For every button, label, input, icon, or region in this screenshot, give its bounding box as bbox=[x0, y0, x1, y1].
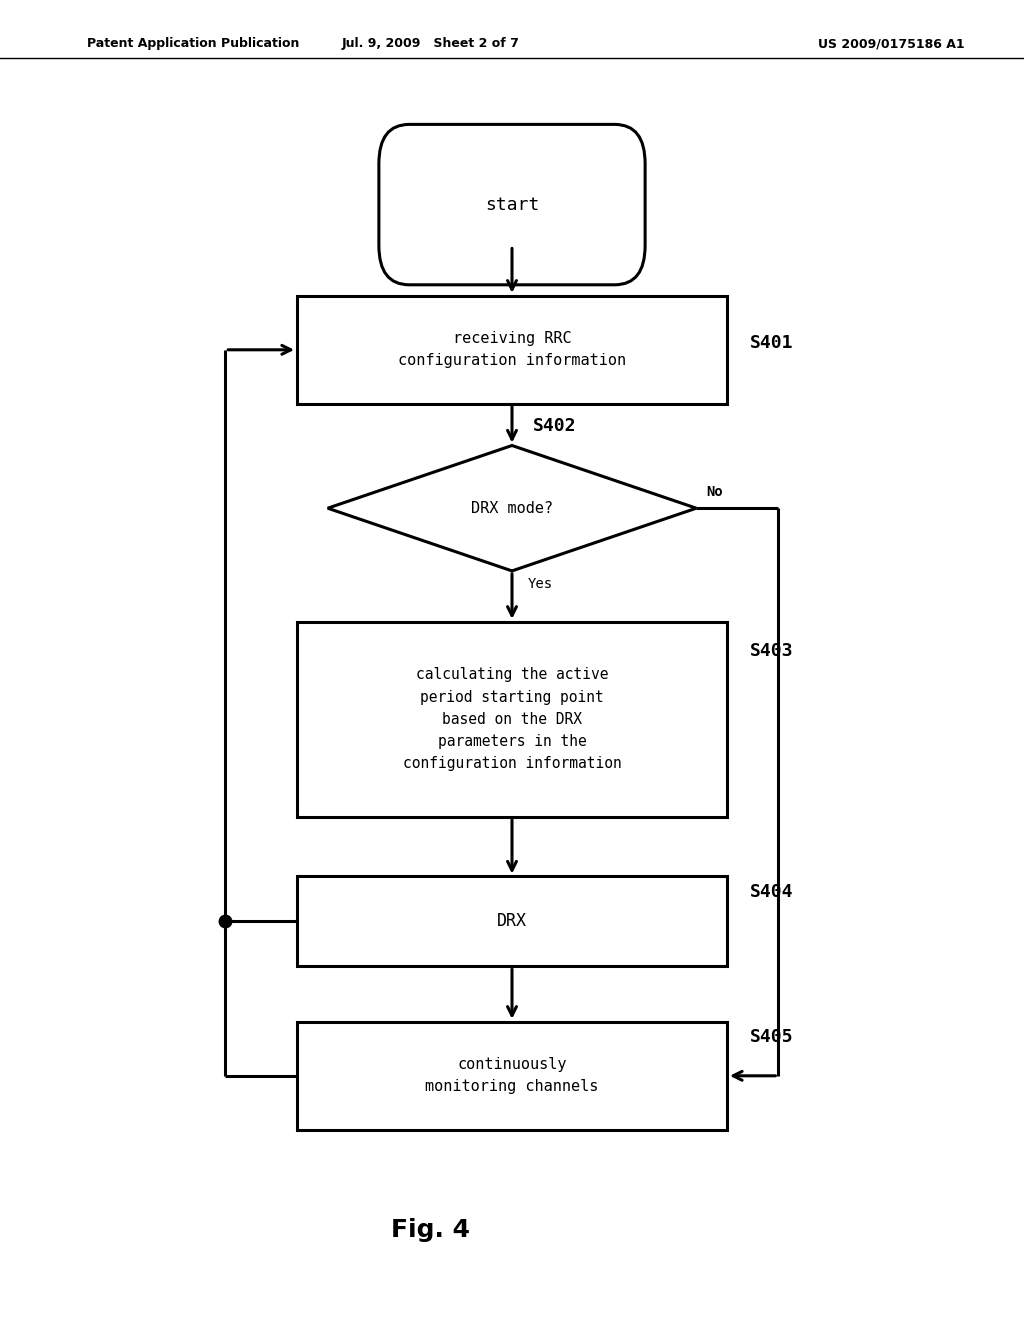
FancyBboxPatch shape bbox=[379, 124, 645, 285]
Text: S404: S404 bbox=[750, 883, 793, 902]
Text: S401: S401 bbox=[750, 334, 793, 352]
Text: receiving RRC
configuration information: receiving RRC configuration information bbox=[398, 331, 626, 368]
Text: DRX mode?: DRX mode? bbox=[471, 500, 553, 516]
Text: DRX: DRX bbox=[497, 912, 527, 931]
Polygon shape bbox=[328, 446, 696, 570]
Text: Yes: Yes bbox=[527, 578, 553, 591]
Bar bbox=[297, 622, 727, 817]
Text: No: No bbox=[707, 486, 723, 499]
Text: S403: S403 bbox=[750, 642, 793, 660]
Text: Patent Application Publication: Patent Application Publication bbox=[87, 37, 299, 50]
Text: S405: S405 bbox=[750, 1028, 793, 1047]
Bar bbox=[297, 876, 727, 966]
Bar bbox=[297, 1022, 727, 1130]
Text: US 2009/0175186 A1: US 2009/0175186 A1 bbox=[817, 37, 965, 50]
Text: calculating the active
period starting point
based on the DRX
parameters in the
: calculating the active period starting p… bbox=[402, 668, 622, 771]
Bar bbox=[297, 296, 727, 404]
Text: Jul. 9, 2009   Sheet 2 of 7: Jul. 9, 2009 Sheet 2 of 7 bbox=[341, 37, 519, 50]
Text: continuously
monitoring channels: continuously monitoring channels bbox=[425, 1057, 599, 1094]
Text: start: start bbox=[484, 195, 540, 214]
Text: Fig. 4: Fig. 4 bbox=[390, 1218, 470, 1242]
Text: S402: S402 bbox=[532, 417, 575, 436]
